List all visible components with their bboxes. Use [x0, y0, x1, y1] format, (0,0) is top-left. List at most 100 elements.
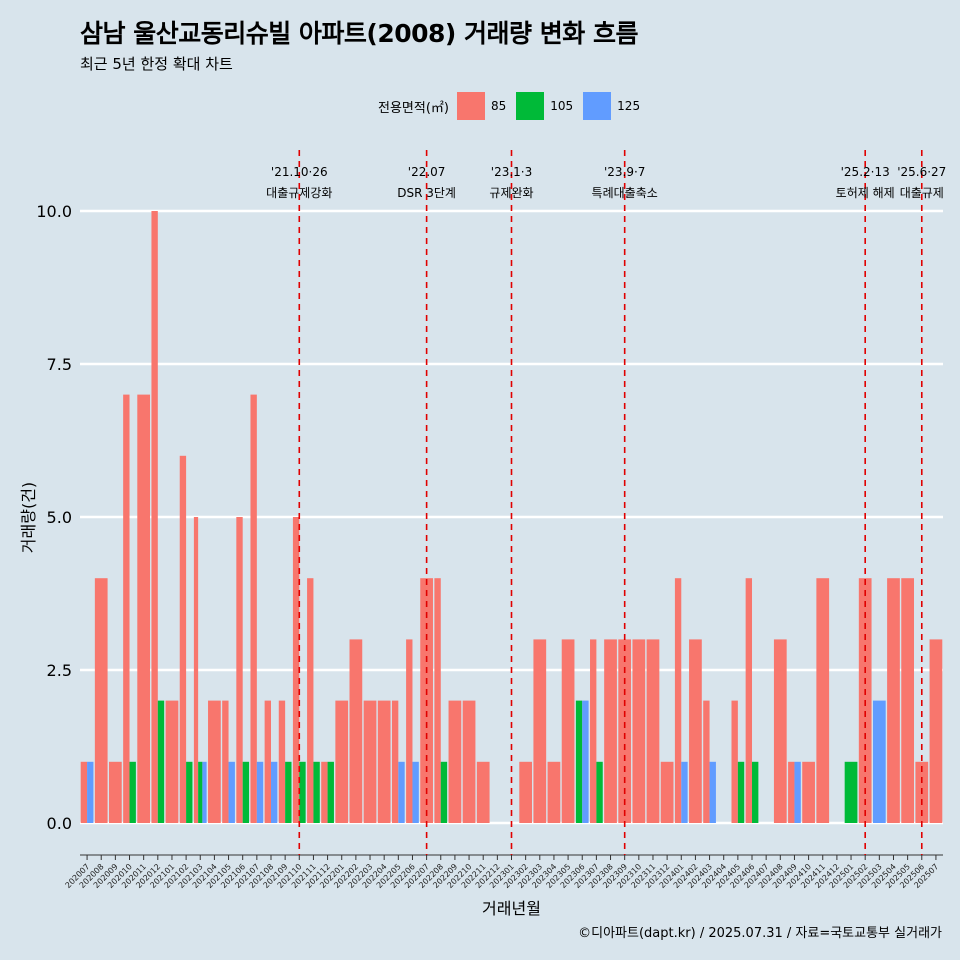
y-tick-label: 7.5: [47, 355, 72, 374]
bar-85-202209: [448, 700, 462, 823]
bar-125-202503: [872, 700, 886, 823]
bar-85-202312: [660, 761, 674, 823]
y-tick-label: 0.0: [47, 814, 72, 833]
bar-85-202310: [632, 639, 646, 823]
legend-item-125: 125: [583, 92, 640, 120]
bar-85-202103: [193, 517, 199, 823]
bar-105-202307: [596, 761, 603, 823]
bar-85-202406: [745, 578, 753, 823]
bar-105-202103: [198, 761, 203, 823]
bar-105-202110: [299, 761, 306, 823]
event-label: 토허제 해제: [836, 186, 895, 200]
bar-105-202010: [129, 761, 136, 823]
bar-85-202106: [236, 517, 243, 823]
legend-title: 전용면적(㎡): [378, 100, 449, 116]
bar-85-202204: [377, 700, 391, 823]
y-tick-label: 2.5: [47, 661, 72, 680]
bar-125-202108: [270, 761, 278, 823]
bar-105-202405: [737, 761, 745, 823]
event-date: '23.1·3: [491, 165, 532, 179]
legend-item-105: 105: [516, 92, 573, 120]
legend-key-85: [456, 92, 485, 120]
bar-85-202405: [731, 700, 738, 823]
legend-label-85: 85: [490, 99, 507, 113]
bar-85-202305: [561, 639, 575, 823]
bar-85-202205: [391, 700, 399, 823]
bar-85-202308: [604, 639, 617, 823]
event-label: 규제완화: [489, 186, 533, 200]
bar-125-202206: [412, 761, 419, 823]
y-tick-label: 10.0: [36, 202, 72, 221]
bar-105-202109: [285, 761, 292, 823]
event-date: '23.9·7: [604, 165, 645, 179]
bar-85-202302: [519, 761, 533, 823]
bar-85-202206: [406, 639, 413, 823]
bar-85-202408: [773, 639, 787, 823]
x-axis-title: 거래년월: [482, 899, 541, 918]
bar-85-202203: [363, 700, 377, 823]
bar-125-202403: [709, 761, 716, 823]
bar-85-202210: [462, 700, 476, 823]
bar-85-202007: [80, 761, 88, 823]
bar-85-202010: [123, 394, 130, 823]
bar-85-202507: [929, 639, 943, 823]
event-label: DSR 3단계: [397, 186, 456, 200]
bar-85-202505: [901, 578, 914, 823]
event-date: '21.10·26: [271, 165, 328, 179]
bar-85-202201: [335, 700, 349, 823]
legend-key-105: [516, 92, 545, 120]
event-date: '22.07: [408, 165, 446, 179]
bar-85-202012: [151, 211, 158, 823]
event-date: '25.6·27: [897, 165, 946, 179]
bar-85-202401: [674, 578, 682, 823]
event-label: 대출규제강화: [266, 186, 332, 200]
bar-85-202009: [109, 761, 122, 823]
y-tick-label: 5.0: [47, 508, 72, 527]
bar-105-202102: [186, 761, 193, 823]
legend: 전용면적(㎡) 85 105 125: [378, 92, 650, 120]
bar-85-202307: [590, 639, 597, 823]
bar-85-202105: [222, 700, 229, 823]
bar-105-202208: [440, 761, 448, 823]
bar-125-202103: [202, 761, 207, 823]
bar-125-202306: [582, 700, 589, 823]
bar-85-202112: [321, 761, 328, 823]
legend-label-125: 125: [617, 99, 641, 113]
bar-125-202409: [794, 761, 801, 823]
bar-85-202211: [476, 761, 490, 823]
bar-85-202108: [264, 700, 271, 823]
bar-105-202012: [157, 700, 165, 823]
bar-85-202303: [533, 639, 547, 823]
bar-125-202107: [256, 761, 264, 823]
bar-85-202109: [278, 700, 286, 823]
source-caption: ©디아파트(dapt.kr) / 2025.07.31 / 자료=국토교통부 실…: [578, 926, 942, 941]
bar-85-202403: [703, 700, 710, 823]
bar-105-202111: [313, 761, 320, 823]
bar-85-202309: [618, 639, 632, 823]
legend-item-85: 85: [456, 92, 507, 120]
chart-title: 삼남 울산교동리슈빌 아파트(2008) 거래량 변화 흐름: [80, 19, 638, 48]
bar-85-202110: [292, 517, 300, 823]
bar-105-202106: [242, 761, 250, 823]
bar-85-202504: [887, 578, 900, 823]
bar-105-202406: [752, 761, 759, 823]
event-label: 대출규제: [900, 186, 944, 200]
bar-85-202111: [307, 578, 314, 823]
bar-125-202401: [681, 761, 688, 823]
bar-125-202007: [87, 761, 94, 823]
bar-85-202011: [137, 394, 151, 823]
bar-85-202311: [646, 639, 660, 823]
bar-105-202306: [575, 700, 583, 823]
bar-85-202411: [816, 578, 830, 823]
bar-105-202112: [327, 761, 334, 823]
bar-85-202409: [788, 761, 795, 823]
bar-125-202205: [398, 761, 405, 823]
y-axis-title: 거래량(건): [19, 482, 38, 553]
bar-85-202202: [349, 639, 363, 823]
bar-85-202410: [802, 761, 815, 823]
event-date: '25.2·13: [841, 165, 890, 179]
bar-85-202104: [208, 700, 221, 823]
bar-85-202107: [250, 394, 257, 823]
bar-85-202208: [434, 578, 441, 823]
